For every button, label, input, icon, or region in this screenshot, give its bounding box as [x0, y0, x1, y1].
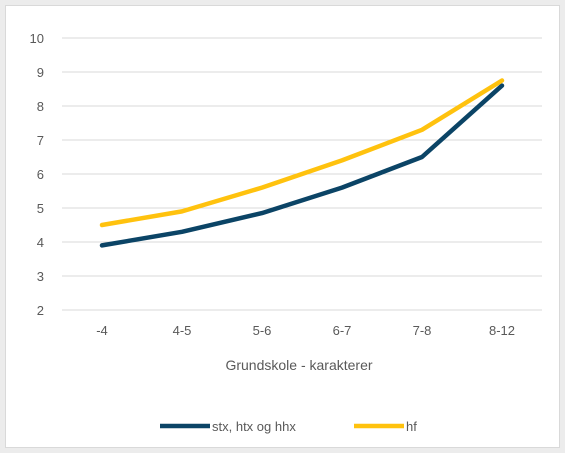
y-tick-label: 7 — [37, 133, 44, 148]
x-tick-label: 5-6 — [253, 323, 272, 338]
x-axis-title: Grundskole - karakterer — [225, 357, 372, 373]
series-lines — [99, 78, 505, 248]
y-tick-label: 4 — [37, 235, 44, 250]
y-tick-label: 8 — [37, 99, 44, 114]
series-line-1 — [99, 78, 505, 228]
x-axis-ticks: -4 4-5 5-6 6-7 7-8 8-12 — [96, 323, 515, 338]
x-tick-label: -4 — [96, 323, 108, 338]
legend: stx, htx og hhx hf — [160, 419, 417, 434]
x-tick-label: 8-12 — [489, 323, 515, 338]
x-tick-label: 6-7 — [333, 323, 352, 338]
y-tick-label: 3 — [37, 269, 44, 284]
series-line-0 — [99, 83, 505, 248]
chart-frame — [5, 5, 560, 448]
x-tick-label: 7-8 — [413, 323, 432, 338]
legend-label-1: hf — [406, 419, 417, 434]
y-tick-label: 2 — [37, 303, 44, 318]
x-tick-label: 4-5 — [173, 323, 192, 338]
y-tick-label: 10 — [30, 31, 44, 46]
y-tick-label: 6 — [37, 167, 44, 182]
y-tick-label: 9 — [37, 65, 44, 80]
legend-label-0: stx, htx og hhx — [212, 419, 296, 434]
y-tick-label: 5 — [37, 201, 44, 216]
y-axis-ticks: 2 3 4 5 6 7 8 9 10 — [30, 31, 44, 318]
